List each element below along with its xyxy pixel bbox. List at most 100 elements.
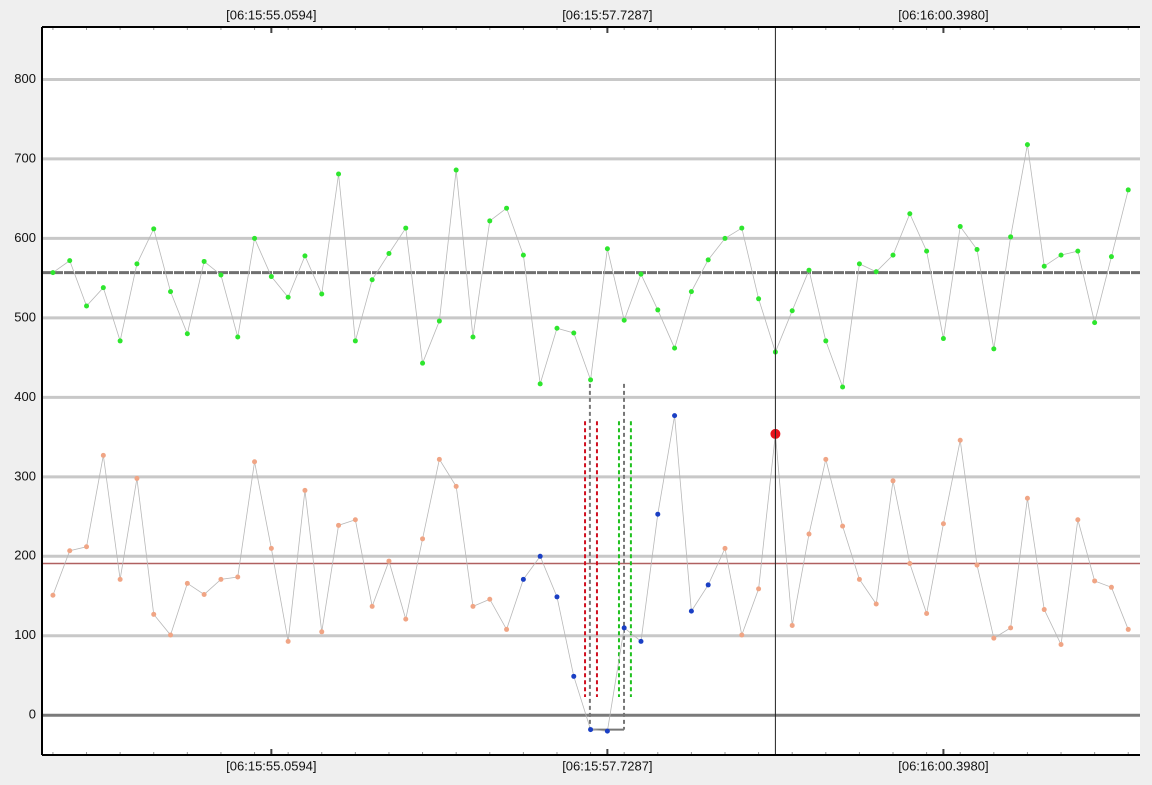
data-point — [840, 523, 846, 529]
data-point — [940, 336, 946, 342]
data-point — [974, 247, 980, 253]
data-point — [235, 574, 241, 580]
data-point — [789, 308, 795, 314]
data-point — [386, 558, 392, 564]
data-point — [487, 596, 493, 602]
data-point — [50, 592, 56, 598]
data-point — [319, 629, 325, 635]
data-point — [420, 360, 426, 366]
data-point — [1041, 607, 1047, 613]
data-point — [554, 594, 560, 600]
data-point — [302, 487, 308, 493]
data-point — [739, 632, 745, 638]
data-point — [1125, 626, 1131, 632]
y-tick-label: 300 — [14, 468, 36, 483]
data-point — [252, 459, 258, 465]
data-point — [436, 318, 442, 324]
data-point — [554, 325, 560, 331]
data-point — [1058, 252, 1064, 258]
data-point — [823, 456, 829, 462]
data-point — [604, 246, 610, 252]
data-point — [907, 211, 913, 217]
data-point — [302, 253, 308, 259]
data-point — [991, 635, 997, 641]
data-point — [117, 338, 123, 344]
data-point — [268, 274, 274, 280]
data-point — [352, 517, 358, 523]
x-tick-label-top: [06:15:55.0594] — [226, 7, 316, 22]
data-point — [453, 483, 459, 489]
data-point — [1041, 263, 1047, 269]
data-point — [1092, 578, 1098, 584]
data-point — [957, 437, 963, 443]
data-point — [655, 511, 661, 517]
data-point — [722, 545, 728, 551]
data-point — [873, 269, 879, 275]
data-point — [134, 475, 140, 481]
data-point — [571, 673, 577, 679]
data-point — [151, 226, 157, 232]
data-point — [873, 601, 879, 607]
data-point — [638, 271, 644, 277]
data-point — [688, 289, 694, 295]
x-tick-label-top: [06:16:00.3980] — [898, 7, 988, 22]
data-point — [856, 261, 862, 267]
x-tick-label-bottom: [06:15:55.0594] — [226, 758, 316, 773]
data-point — [806, 531, 812, 537]
x-tick-label-bottom: [06:16:00.3980] — [898, 758, 988, 773]
data-point — [84, 544, 90, 550]
data-point — [218, 272, 224, 278]
plot-area — [42, 27, 1140, 755]
data-point — [453, 167, 459, 173]
data-point — [1108, 584, 1114, 590]
data-point — [974, 562, 980, 568]
data-point — [84, 303, 90, 309]
data-point — [403, 616, 409, 622]
data-point — [924, 611, 930, 617]
x-tick-label-bottom: [06:15:57.7287] — [562, 758, 652, 773]
data-point — [201, 258, 207, 264]
data-point — [100, 452, 106, 458]
data-point — [621, 317, 627, 323]
data-point — [285, 638, 291, 644]
data-point — [806, 267, 812, 273]
data-point — [1008, 234, 1014, 240]
y-tick-label: 400 — [14, 389, 36, 404]
data-point — [890, 252, 896, 258]
data-point — [504, 205, 510, 211]
data-point — [604, 728, 610, 734]
data-point — [907, 560, 913, 566]
data-point — [168, 289, 174, 295]
data-point — [1092, 320, 1098, 326]
data-point — [840, 384, 846, 390]
data-point — [369, 603, 375, 609]
data-point — [100, 285, 106, 291]
data-point — [537, 381, 543, 387]
data-point — [487, 218, 493, 224]
data-point — [369, 277, 375, 283]
data-point — [1058, 642, 1064, 648]
data-point — [722, 235, 728, 241]
data-point — [588, 727, 594, 733]
data-point — [823, 338, 829, 344]
data-point — [672, 413, 678, 419]
x-tick-label-top: [06:15:57.7287] — [562, 7, 652, 22]
data-point — [235, 334, 241, 340]
data-point — [336, 171, 342, 177]
data-point — [168, 632, 174, 638]
data-point — [924, 248, 930, 254]
data-point — [134, 261, 140, 267]
data-point — [252, 235, 258, 241]
data-point — [638, 638, 644, 644]
data-point — [201, 591, 207, 597]
data-point — [470, 334, 476, 340]
data-point — [151, 611, 157, 617]
y-tick-label: 600 — [14, 230, 36, 245]
data-point — [470, 603, 476, 609]
data-point — [1075, 248, 1081, 254]
data-point — [420, 536, 426, 542]
y-tick-label: 800 — [14, 71, 36, 86]
y-tick-label: 200 — [14, 548, 36, 563]
data-point — [520, 576, 526, 582]
